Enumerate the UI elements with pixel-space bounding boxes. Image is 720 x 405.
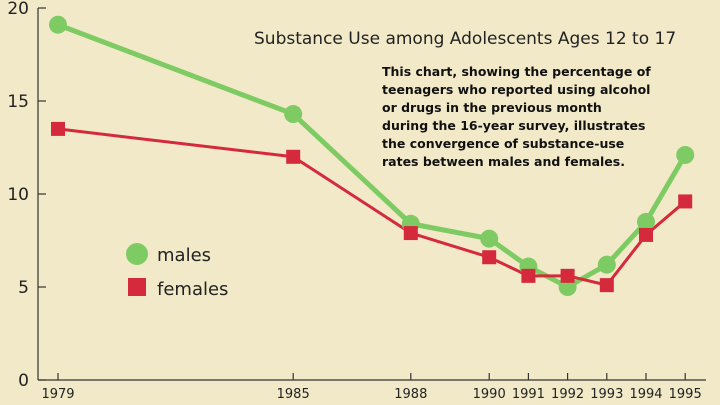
legend-marker-females [128, 278, 146, 296]
x-tick-label: 1990 [473, 387, 506, 402]
chart-annotation: This chart, showing the percentage of te… [382, 64, 651, 169]
data-point-females [678, 194, 693, 209]
data-point-females [403, 226, 418, 241]
data-point-females [521, 268, 536, 283]
y-tick-label: 0 [18, 371, 29, 391]
chart-title: Substance Use among Adolescents Ages 12 … [254, 29, 676, 49]
legend-label-males: males [157, 245, 211, 266]
data-point-males [597, 255, 616, 274]
annotation-line: rates between males and females. [382, 154, 625, 169]
annotation-line: teenagers who reported using alcohol [382, 82, 650, 97]
data-point-females [286, 149, 301, 164]
data-point-females [482, 250, 497, 265]
annotation-line: or drugs in the previous month [382, 100, 602, 115]
data-point-males [676, 145, 695, 164]
x-tick-label: 1995 [669, 387, 702, 402]
data-point-females [599, 278, 614, 293]
data-point-females [560, 268, 575, 283]
x-axis-ticks: 1979 1985 1988 1990 1991 1992 1993 1994 1995 [41, 373, 702, 402]
data-point-males [284, 105, 303, 124]
legend-label-females: females [157, 279, 228, 300]
y-tick-label: 10 [7, 185, 29, 205]
series-line-females [56, 127, 687, 287]
annotation-line: the convergence of substance-use [382, 136, 624, 151]
x-tick-label: 1991 [512, 387, 545, 402]
legend-marker-males [126, 243, 148, 265]
x-tick-label: 1985 [277, 387, 310, 402]
data-point-males [49, 15, 67, 34]
x-tick-label: 1992 [551, 387, 584, 402]
data-point-males [480, 229, 499, 248]
y-tick-label: 5 [18, 278, 29, 298]
y-tick-label: 15 [7, 92, 29, 112]
x-tick-label: 1993 [590, 387, 623, 402]
legend: males females [126, 243, 228, 300]
data-point-males [637, 212, 655, 231]
x-tick-label: 1979 [41, 387, 74, 402]
data-point-females [51, 121, 65, 136]
x-tick-label: 1988 [394, 387, 427, 402]
x-tick-label: 1994 [629, 387, 662, 402]
y-axis-ticks: 0 5 10 15 20 [7, 0, 46, 391]
annotation-line: during the 16-year survey, illustrates [382, 118, 645, 133]
series-layer [49, 15, 695, 296]
y-tick-label: 20 [7, 0, 29, 19]
annotation-line: This chart, showing the percentage of [382, 64, 651, 79]
data-point-females [639, 227, 653, 242]
